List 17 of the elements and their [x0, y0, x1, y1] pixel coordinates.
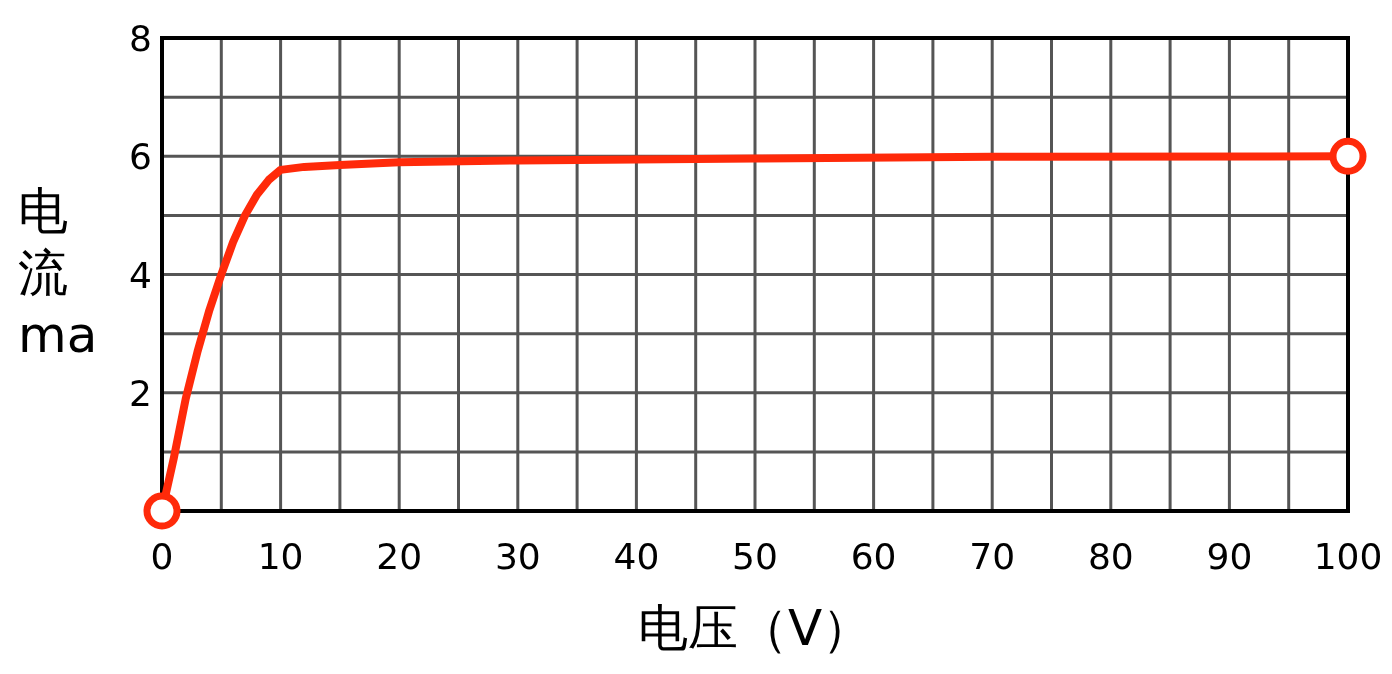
- y-tick-label: 2: [129, 372, 152, 414]
- x-tick-label: 50: [732, 536, 778, 577]
- x-tick-label: 80: [1087, 536, 1134, 577]
- x-tick-label: 90: [1206, 536, 1253, 577]
- x-tick-label: 10: [257, 536, 304, 577]
- x-tick-label: 100: [1313, 536, 1383, 577]
- x-tick-label: 70: [969, 536, 1016, 577]
- x-tick-label: 30: [494, 536, 541, 577]
- x-tick-label: 20: [376, 536, 423, 577]
- y-axis-title: 电流ma: [18, 181, 98, 366]
- x-tick-label: 60: [850, 536, 897, 577]
- y-tick-label: 8: [129, 18, 152, 59]
- x-tick-label: 40: [613, 536, 660, 577]
- x-tick-label: 0: [150, 536, 174, 577]
- y-tick-label: 6: [129, 136, 152, 178]
- x-axis-title: 电压（V）: [636, 598, 874, 659]
- y-tick-label: 4: [129, 254, 152, 296]
